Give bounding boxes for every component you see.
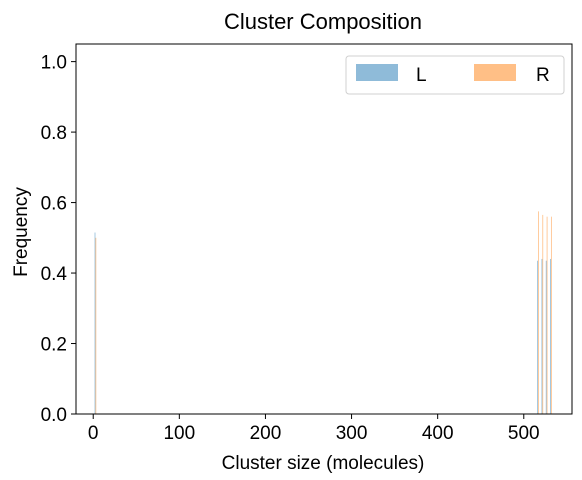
bar-R-3 [546, 216, 548, 414]
y-tick-label: 0.8 [41, 123, 67, 144]
bar-L-1 [537, 260, 539, 414]
bars-layer [94, 211, 552, 414]
y-tick-label: 0.2 [41, 335, 67, 356]
y-axis-label: Frequency [11, 187, 32, 277]
bar-L-4 [550, 258, 551, 414]
y-tick-label: 1.0 [41, 53, 67, 74]
legend-swatch-L [356, 64, 398, 81]
bar-R-4 [550, 216, 552, 414]
legend-label-L: L [416, 65, 427, 86]
x-tick-label: 400 [422, 423, 454, 444]
x-tick-label: 500 [508, 423, 540, 444]
bar-R-1 [538, 211, 539, 414]
x-tick-label: 300 [336, 423, 368, 444]
chart-title: Cluster Composition [224, 9, 422, 34]
ticks-layer: 0 100 200 300 400 500 0.0 0.2 0.4 0.6 0.8 1.0 [41, 53, 540, 444]
bar-L-0 [94, 232, 96, 414]
bar-L-3 [545, 260, 547, 414]
bar-L-2 [541, 258, 543, 414]
bar-R-2 [542, 214, 544, 414]
x-tick-label: 200 [250, 423, 282, 444]
legend-label-R: R [536, 65, 550, 86]
x-tick-label: 100 [163, 423, 195, 444]
y-tick-label: 0.0 [41, 405, 67, 426]
x-tick-label: 0 [88, 423, 99, 444]
x-axis-label: Cluster size (molecules) [222, 453, 425, 474]
bar-R-0 [95, 237, 97, 414]
y-tick-label: 0.6 [41, 194, 67, 215]
y-tick-label: 0.4 [41, 264, 68, 285]
legend-swatch-R [474, 64, 516, 81]
plot-frame [75, 43, 573, 415]
